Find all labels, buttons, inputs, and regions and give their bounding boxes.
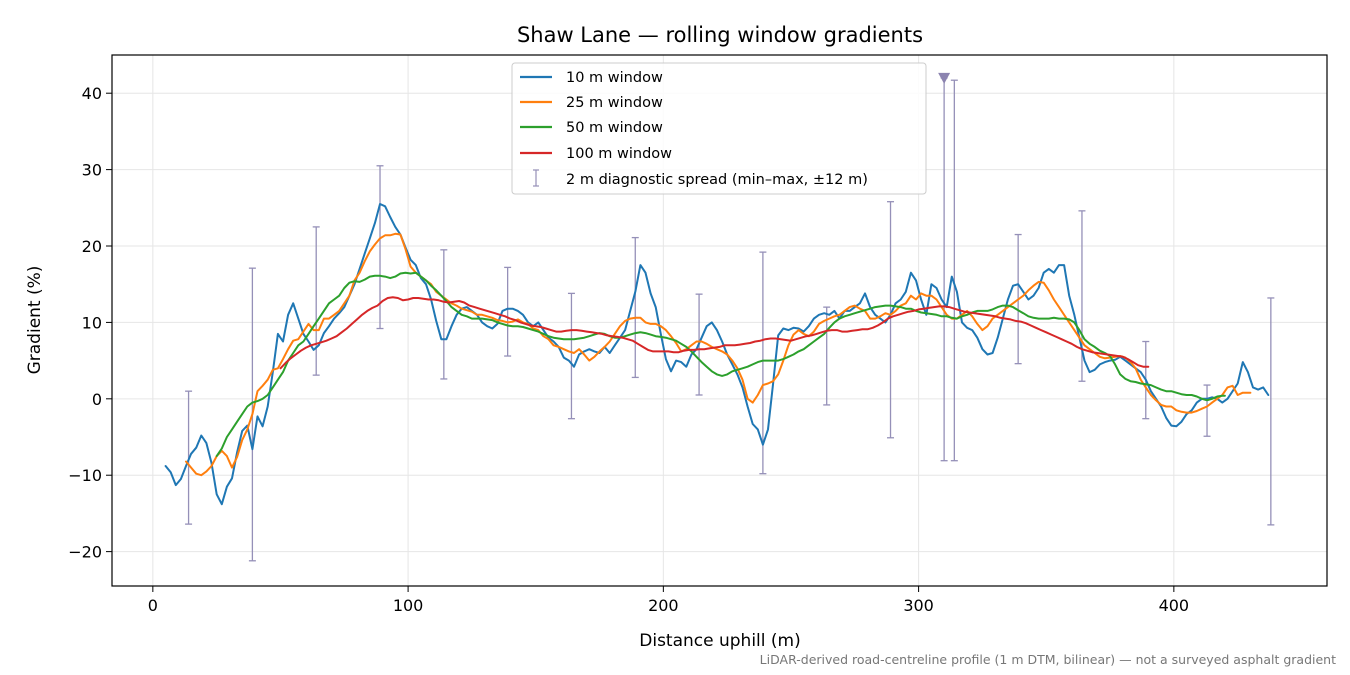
chart-footnote: LiDAR-derived road-centreline profile (1… xyxy=(760,652,1336,667)
spread-bar xyxy=(312,226,320,376)
legend-label-10m: 10 m window xyxy=(566,70,663,86)
legend: 10 m window 25 m window 50 m window 100 … xyxy=(511,62,927,195)
x-tick-label: 200 xyxy=(648,596,679,615)
spread-bar xyxy=(1203,384,1211,437)
legend-swatch-spread xyxy=(533,169,539,187)
y-tick-label: 20 xyxy=(82,237,102,256)
legend-label-100m: 100 m window xyxy=(566,146,672,162)
y-tick-label: −20 xyxy=(68,543,102,562)
spread-bar xyxy=(887,201,895,439)
series-lines xyxy=(164,203,1270,506)
x-axis-ticks: 0 100 200 300 400 xyxy=(148,586,1189,615)
chart-title: Shaw Lane — rolling window gradients xyxy=(517,23,923,47)
legend-label-spread: 2 m diagnostic spread (min–max, ±12 m) xyxy=(566,172,868,188)
legend-label-25m: 25 m window xyxy=(566,95,663,111)
legend-label-50m: 50 m window xyxy=(566,120,663,136)
spread-bar xyxy=(950,79,958,462)
x-tick-label: 300 xyxy=(903,596,934,615)
series-line-2 xyxy=(215,271,1226,458)
y-tick-label: −10 xyxy=(68,466,102,485)
y-axis-ticks: −20 −10 0 10 20 30 40 xyxy=(68,84,112,562)
x-tick-label: 100 xyxy=(393,596,424,615)
spread-bar xyxy=(567,292,575,420)
spread-bar xyxy=(1267,297,1275,526)
y-tick-label: 10 xyxy=(82,313,102,332)
x-tick-label: 400 xyxy=(1159,596,1190,615)
x-tick-label: 0 xyxy=(148,596,158,615)
spread-bar xyxy=(440,249,448,380)
spread-bar xyxy=(759,251,767,475)
spread-bar xyxy=(823,306,831,406)
spread-bar xyxy=(376,165,384,330)
spread-bar xyxy=(631,236,639,379)
legend-box xyxy=(511,62,927,195)
y-tick-label: 30 xyxy=(82,161,102,180)
y-tick-label: 40 xyxy=(82,84,102,103)
plot-frame xyxy=(111,54,1328,587)
clipped-spread-marker xyxy=(938,72,951,84)
y-tick-label: 0 xyxy=(92,390,102,409)
x-axis-title: Distance uphill (m) xyxy=(639,631,800,651)
y-axis-title: Gradient (%) xyxy=(25,266,45,375)
clipped-marker-triangle xyxy=(938,72,951,84)
series-line-1 xyxy=(185,232,1252,477)
series-line-3 xyxy=(279,296,1150,370)
spread-bar xyxy=(504,266,512,357)
